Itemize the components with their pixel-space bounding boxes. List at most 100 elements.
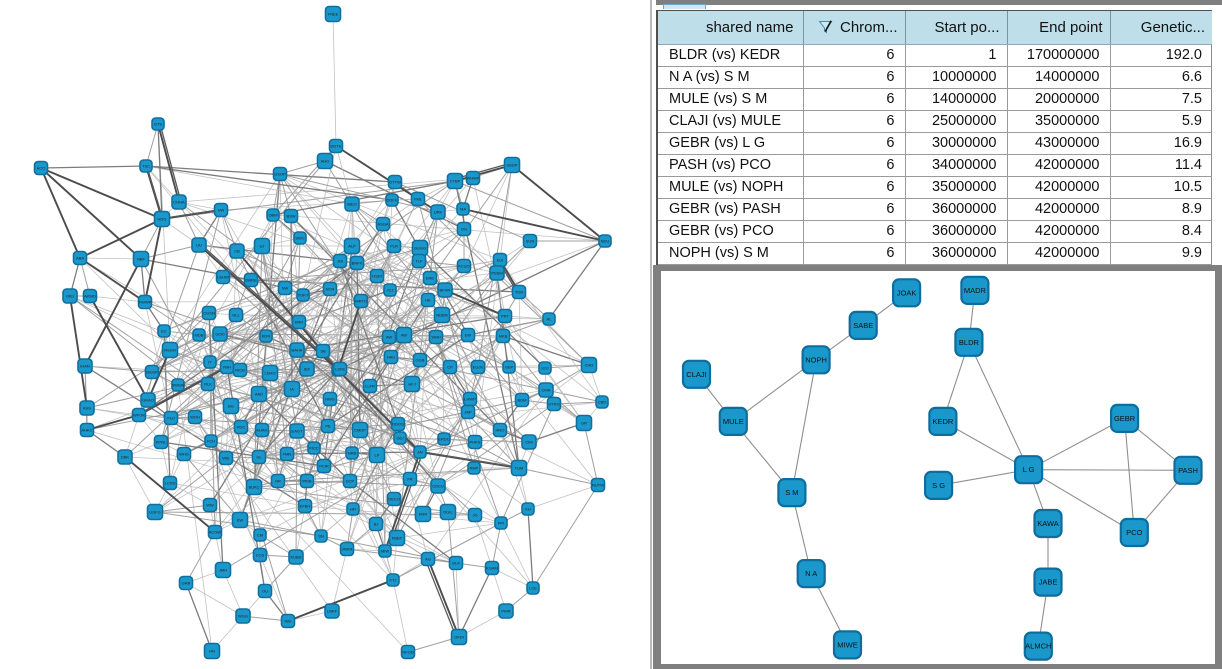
svg-text:GLK: GLK bbox=[452, 561, 460, 566]
svg-text:LHWP: LHWP bbox=[464, 397, 476, 402]
svg-text:PCO: PCO bbox=[1126, 528, 1142, 537]
svg-text:AW: AW bbox=[386, 335, 393, 340]
svg-text:CTBP: CTBP bbox=[450, 179, 461, 184]
svg-text:GKAO: GKAO bbox=[142, 398, 154, 403]
svg-text:BSW: BSW bbox=[286, 214, 295, 219]
svg-text:USOP: USOP bbox=[274, 172, 286, 177]
svg-text:EFBH: EFBH bbox=[300, 504, 311, 509]
svg-text:UTKG: UTKG bbox=[548, 402, 559, 407]
svg-text:ACGW: ACGW bbox=[209, 530, 222, 535]
svg-text:KEDR: KEDR bbox=[932, 417, 953, 426]
svg-text:AW: AW bbox=[401, 333, 408, 338]
svg-text:GEP: GEP bbox=[505, 365, 514, 370]
svg-text:UGFG: UGFG bbox=[149, 510, 161, 515]
svg-text:TOKT: TOKT bbox=[298, 293, 309, 298]
svg-text:IWH: IWH bbox=[223, 365, 231, 370]
svg-text:CIM: CIM bbox=[525, 440, 532, 445]
svg-text:JG: JG bbox=[472, 513, 477, 518]
svg-text:PASH: PASH bbox=[1178, 466, 1198, 475]
svg-text:OFDI: OFDI bbox=[454, 635, 464, 640]
svg-text:KHS: KHS bbox=[83, 406, 92, 411]
svg-text:EGJK: EGJK bbox=[473, 365, 484, 370]
svg-text:NFOD: NFOD bbox=[402, 650, 413, 655]
svg-text:MIWE: MIWE bbox=[837, 640, 857, 649]
svg-text:DBK: DBK bbox=[121, 455, 130, 460]
svg-text:RLK: RLK bbox=[204, 382, 212, 387]
svg-text:RL: RL bbox=[546, 317, 552, 322]
svg-text:RSGN: RSGN bbox=[164, 348, 176, 353]
svg-text:OBM: OBM bbox=[268, 213, 277, 218]
svg-text:KNR: KNR bbox=[419, 512, 428, 517]
svg-text:URK: URK bbox=[434, 210, 443, 215]
svg-text:PPI: PPI bbox=[498, 521, 504, 526]
svg-text:TON: TON bbox=[515, 290, 523, 295]
svg-text:GEBR: GEBR bbox=[1114, 414, 1136, 423]
svg-text:CDCU: CDCU bbox=[432, 484, 444, 489]
svg-text:FTJ: FTJ bbox=[390, 578, 397, 583]
svg-text:ASGA: ASGA bbox=[377, 222, 388, 227]
svg-text:NOPH: NOPH bbox=[805, 355, 827, 364]
svg-text:CMDP: CMDP bbox=[354, 428, 366, 433]
svg-text:FICC: FICC bbox=[309, 446, 318, 451]
svg-text:SWH: SWH bbox=[431, 335, 440, 340]
svg-text:FBEP: FBEP bbox=[392, 536, 403, 541]
svg-text:DDOS: DDOS bbox=[392, 422, 404, 427]
svg-text:IBEO: IBEO bbox=[347, 202, 357, 207]
svg-text:IT: IT bbox=[208, 360, 212, 365]
svg-text:HFI: HFI bbox=[350, 507, 356, 512]
svg-text:EC: EC bbox=[161, 329, 167, 334]
svg-text:NDU: NDU bbox=[601, 239, 610, 244]
svg-text:BUKC: BUKC bbox=[248, 485, 259, 490]
svg-text:PE: PE bbox=[325, 424, 331, 429]
svg-text:MIW: MIW bbox=[381, 549, 389, 554]
svg-text:CCS: CCS bbox=[256, 553, 265, 558]
svg-text:ERDC: ERDC bbox=[438, 437, 449, 442]
svg-text:LEHW: LEHW bbox=[217, 275, 229, 280]
svg-text:MULE: MULE bbox=[723, 417, 744, 426]
svg-text:CLAJI: CLAJI bbox=[686, 370, 706, 379]
svg-text:PSSM: PSSM bbox=[491, 271, 502, 276]
svg-text:OGB: OGB bbox=[416, 358, 425, 363]
svg-text:HW: HW bbox=[218, 208, 225, 213]
svg-text:JMKR: JMKR bbox=[342, 547, 353, 552]
svg-text:IEK: IEK bbox=[304, 367, 311, 372]
svg-text:UEDP: UEDP bbox=[506, 163, 517, 168]
svg-text:UU: UU bbox=[196, 243, 202, 248]
svg-text:DCP: DCP bbox=[346, 479, 355, 484]
svg-text:CBD: CBD bbox=[598, 400, 607, 405]
svg-text:HE: HE bbox=[425, 298, 431, 303]
svg-text:DGIL: DGIL bbox=[443, 510, 453, 515]
svg-text:N A: N A bbox=[805, 569, 817, 578]
svg-text:PLR: PLR bbox=[390, 244, 398, 249]
svg-text:AHG: AHG bbox=[321, 159, 330, 164]
svg-text:WFOK: WFOK bbox=[133, 413, 145, 418]
svg-text:LDHO: LDHO bbox=[264, 371, 275, 376]
svg-text:FCH: FCH bbox=[207, 439, 215, 444]
svg-text:SUN: SUN bbox=[526, 239, 535, 244]
svg-text:KPNL: KPNL bbox=[156, 440, 167, 445]
svg-text:BDM: BDM bbox=[518, 398, 527, 403]
svg-text:HSDI: HSDI bbox=[372, 274, 382, 279]
svg-text:ABA: ABA bbox=[76, 256, 84, 261]
svg-text:EAGT: EAGT bbox=[292, 429, 303, 434]
svg-text:AG: AG bbox=[425, 557, 431, 562]
svg-text:HWG: HWG bbox=[325, 397, 335, 402]
svg-text:OG: OG bbox=[461, 227, 467, 232]
svg-text:CHD: CHD bbox=[585, 363, 594, 368]
svg-text:MJAH: MJAH bbox=[257, 428, 268, 433]
svg-text:FR: FR bbox=[407, 477, 412, 482]
svg-text:KDR: KDR bbox=[262, 334, 271, 339]
svg-text:JOI: JOI bbox=[337, 259, 343, 264]
svg-text:WRTD: WRTD bbox=[355, 299, 367, 304]
svg-text:MA: MA bbox=[460, 207, 466, 212]
svg-text:AHKC: AHKC bbox=[81, 428, 92, 433]
svg-text:KAWA: KAWA bbox=[1037, 519, 1059, 528]
svg-text:IA: IA bbox=[290, 387, 294, 392]
svg-text:HLL: HLL bbox=[232, 313, 240, 318]
svg-text:GR: GR bbox=[581, 421, 587, 426]
svg-text:AKMD: AKMD bbox=[84, 294, 96, 299]
svg-text:EW: EW bbox=[237, 518, 244, 523]
svg-text:KH: KH bbox=[525, 507, 531, 512]
svg-text:PHKS: PHKS bbox=[470, 440, 481, 445]
svg-text:PDC: PDC bbox=[237, 425, 246, 430]
